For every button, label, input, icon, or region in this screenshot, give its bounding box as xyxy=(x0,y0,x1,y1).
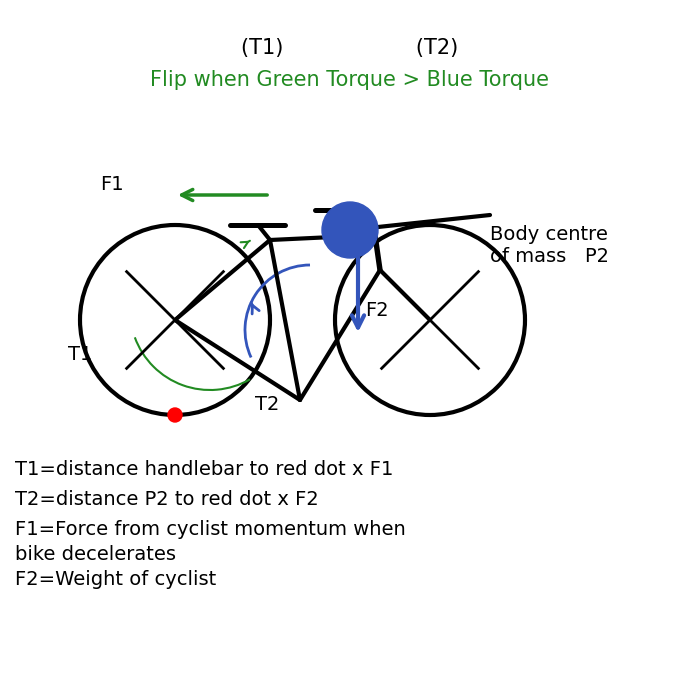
Text: F1=Force from cyclist momentum when: F1=Force from cyclist momentum when xyxy=(15,520,406,539)
Circle shape xyxy=(322,202,378,258)
Text: T1=distance handlebar to red dot x F1: T1=distance handlebar to red dot x F1 xyxy=(15,460,393,479)
Text: T2: T2 xyxy=(255,395,279,414)
Text: F1: F1 xyxy=(100,176,124,195)
Text: Flip when Green Torque > Blue Torque: Flip when Green Torque > Blue Torque xyxy=(150,70,550,90)
Text: (T1)                    (T2): (T1) (T2) xyxy=(241,38,458,58)
Text: bike decelerates: bike decelerates xyxy=(15,545,176,564)
Text: Body centre
of mass   P2: Body centre of mass P2 xyxy=(490,225,609,266)
Text: F2: F2 xyxy=(365,300,388,319)
Circle shape xyxy=(168,408,182,422)
Text: T2=distance P2 to red dot x F2: T2=distance P2 to red dot x F2 xyxy=(15,490,318,509)
Text: F2=Weight of cyclist: F2=Weight of cyclist xyxy=(15,570,216,589)
Text: T1: T1 xyxy=(68,346,92,365)
